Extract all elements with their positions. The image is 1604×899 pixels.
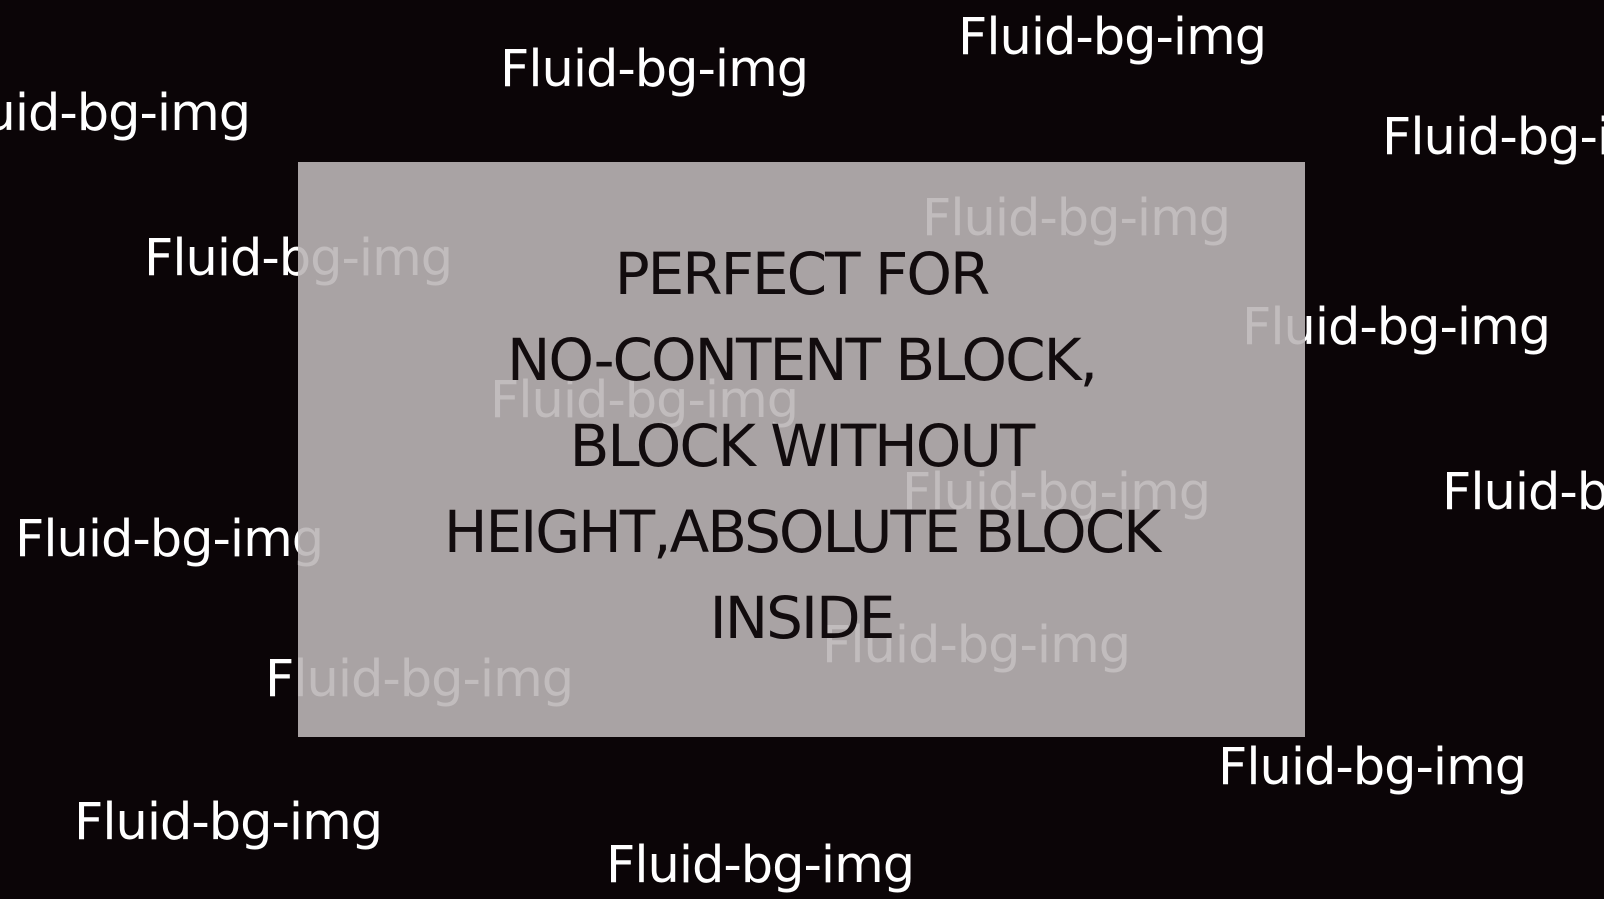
block-message: PERFECT FOR NO-CONTENT BLOCK, BLOCK WITH…: [443, 231, 1161, 661]
no-content-block: PERFECT FOR NO-CONTENT BLOCK, BLOCK WITH…: [298, 162, 1305, 737]
message-line-5: INSIDE: [709, 583, 896, 652]
bg-label-16: Fluid-bg-img: [606, 836, 915, 895]
message-line-3: BLOCK WITHOUT: [569, 411, 1036, 480]
bg-label-3: Fluid-bg-img: [0, 84, 251, 143]
bg-label-2: Fluid-bg-img: [500, 40, 809, 99]
message-line-2: NO-CONTENT BLOCK,: [506, 325, 1098, 394]
message-line-4: HEIGHT,ABSOLUTE BLOCK: [443, 497, 1161, 566]
bg-label-15: Fluid-bg-img: [74, 793, 383, 852]
message-line-1: PERFECT FOR: [614, 239, 991, 308]
bg-label-1: Fluid-bg-img: [958, 8, 1267, 67]
bg-label-4: Fluid-bg-img: [1382, 108, 1604, 167]
bg-label-9: Fluid-bg-img: [1442, 463, 1604, 522]
bg-label-14: Fluid-bg-img: [1218, 738, 1527, 797]
bg-label-11: Fluid-bg-img: [15, 510, 324, 569]
